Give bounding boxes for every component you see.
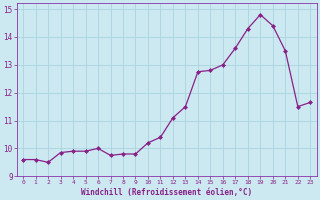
X-axis label: Windchill (Refroidissement éolien,°C): Windchill (Refroidissement éolien,°C) — [81, 188, 252, 197]
